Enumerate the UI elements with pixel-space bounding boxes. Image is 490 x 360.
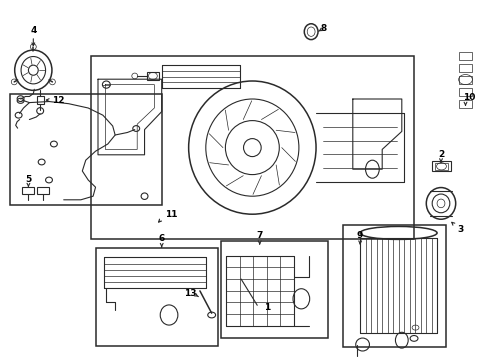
Bar xyxy=(96,248,218,346)
Bar xyxy=(459,100,472,108)
Bar xyxy=(37,187,49,194)
Text: 6: 6 xyxy=(159,234,165,243)
Bar xyxy=(432,161,451,171)
Text: 10: 10 xyxy=(463,93,475,102)
Text: 8: 8 xyxy=(320,23,326,32)
Text: 12: 12 xyxy=(51,96,64,105)
Bar xyxy=(22,187,34,194)
Bar xyxy=(459,76,472,84)
Text: 5: 5 xyxy=(25,175,31,184)
Bar xyxy=(343,225,446,347)
Bar xyxy=(91,56,414,239)
Bar xyxy=(10,94,162,205)
Bar xyxy=(459,88,472,96)
Text: 1: 1 xyxy=(264,303,270,312)
Text: 7: 7 xyxy=(256,231,263,240)
Text: 13: 13 xyxy=(184,289,196,298)
Bar xyxy=(459,52,472,60)
Bar xyxy=(220,241,328,338)
Bar xyxy=(147,72,159,80)
Text: 2: 2 xyxy=(438,150,444,159)
Text: 9: 9 xyxy=(357,231,364,240)
Text: 11: 11 xyxy=(165,210,178,219)
Bar xyxy=(435,163,448,170)
Text: 4: 4 xyxy=(30,26,37,35)
Text: 3: 3 xyxy=(458,225,464,234)
Bar xyxy=(37,96,44,104)
Bar xyxy=(459,64,472,72)
Bar xyxy=(226,256,294,326)
